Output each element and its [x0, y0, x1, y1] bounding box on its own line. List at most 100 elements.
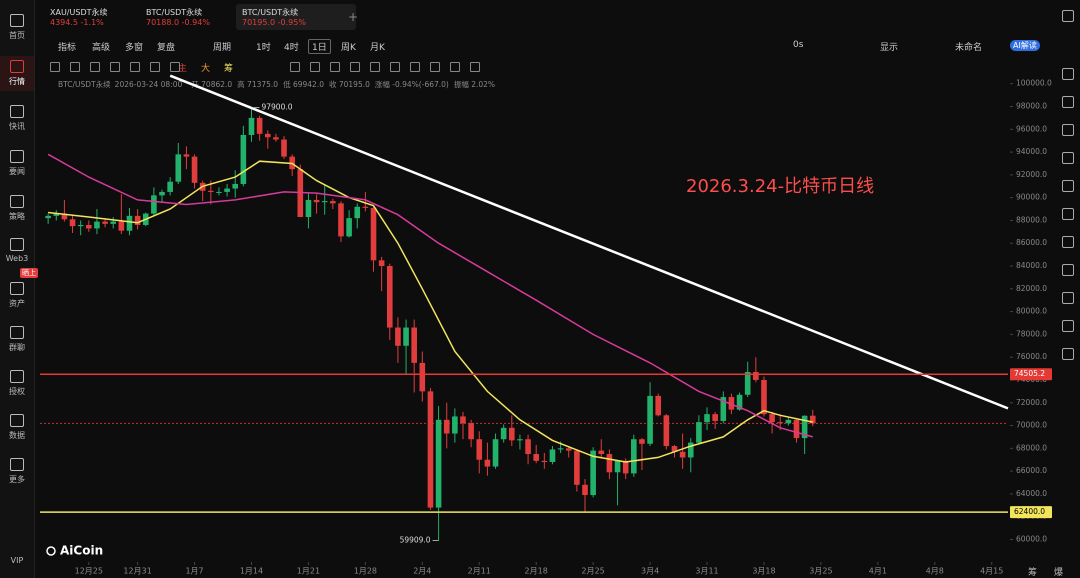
candle-body [273, 137, 279, 140]
candle-body [126, 215, 133, 231]
toolbar-right-button[interactable]: 显示 [880, 43, 899, 53]
draw-icon[interactable] [350, 62, 360, 72]
sidebar-item[interactable]: 数据 [0, 414, 34, 441]
info-line: BTC/USDT永续 2026-03-24 08:00 开 70862.0 高 713… [58, 79, 495, 90]
toolbar-button[interactable]: 复盘 [157, 43, 176, 53]
side-tool[interactable] [1062, 292, 1074, 304]
draw-icon[interactable] [150, 62, 160, 72]
side-tool[interactable] [1062, 180, 1074, 192]
sidebar-item[interactable]: 要闻 [0, 150, 34, 177]
draw-tool[interactable]: 主 [178, 64, 188, 74]
tab[interactable]: BTC/USDT永续 70188.0 -0.94% [140, 4, 232, 30]
sidebar-item[interactable]: 首页 [0, 14, 34, 41]
candle-body [517, 439, 523, 441]
draw-icon[interactable] [90, 62, 100, 72]
candle-body [687, 442, 694, 458]
side-tool[interactable] [1062, 152, 1074, 164]
draw-icon[interactable] [70, 62, 80, 72]
candle-body [622, 460, 629, 474]
corner-label: 筹 [1028, 568, 1038, 578]
candle-body [330, 201, 336, 204]
side-tool[interactable] [1062, 68, 1074, 80]
x-tick-label: 1月21 [297, 567, 320, 576]
side-tool[interactable] [1062, 10, 1074, 22]
side-tool[interactable] [1062, 96, 1074, 108]
tab-symbol: XAU/USDT永续 [50, 8, 108, 17]
sidebar-item[interactable]: 群聊 [0, 326, 34, 353]
sidebar-item[interactable]: 资产 [0, 282, 34, 309]
period-button[interactable]: 月K [370, 43, 385, 53]
sidebar-icon [10, 282, 24, 295]
side-tool[interactable] [1062, 124, 1074, 136]
candle-body [427, 391, 434, 508]
side-tool[interactable] [1062, 264, 1074, 276]
sidebar-item[interactable]: VIP [0, 556, 34, 565]
candle-body [541, 460, 548, 463]
side-tool[interactable] [1062, 320, 1074, 332]
period-button[interactable]: 1日 [308, 39, 331, 54]
draw-icon[interactable] [310, 62, 320, 72]
sidebar-item[interactable]: 快讯 [0, 105, 34, 132]
candle-body [614, 460, 621, 473]
candle-body [370, 207, 377, 261]
draw-icon[interactable] [170, 62, 180, 72]
tab[interactable]: XAU/USDT永续 4394.5 -1.1% [44, 4, 136, 30]
sidebar-item[interactable]: 行情 [0, 56, 34, 91]
toolbar-button[interactable]: 多窗 [125, 43, 144, 53]
draw-icon[interactable] [450, 62, 460, 72]
candle-body [264, 133, 271, 138]
candle-body [549, 449, 556, 463]
draw-icon[interactable] [410, 62, 420, 72]
draw-icon[interactable] [290, 62, 300, 72]
draw-icon[interactable] [130, 62, 140, 72]
x-tick-label: 2月4 [413, 567, 431, 576]
toolbar-right-button[interactable]: AI解读 [1010, 40, 1040, 51]
toolbar-button[interactable]: 周期 [213, 43, 232, 53]
sidebar-item[interactable]: 更多 [0, 458, 34, 485]
y-tick-label: 98000.0 [1016, 101, 1047, 110]
candle-body [419, 362, 426, 392]
draw-icon[interactable] [430, 62, 440, 72]
tab-quote: 70195.0 -0.95% [242, 18, 350, 27]
tab-symbol: BTC/USDT永续 [146, 8, 203, 17]
draw-tool[interactable]: 筹 [224, 64, 234, 74]
period-button[interactable]: 1时 [256, 43, 271, 53]
draw-tool[interactable]: 大 [201, 64, 211, 74]
candle-body [411, 327, 417, 363]
draw-icon[interactable] [470, 62, 480, 72]
draw-icon[interactable] [370, 62, 380, 72]
x-tick-label: 12月31 [123, 567, 151, 576]
sidebar-icon [10, 60, 24, 73]
period-button[interactable]: 周K [341, 43, 356, 53]
candle-body [386, 266, 393, 328]
candle-body [598, 450, 605, 455]
y-tick-label: 72000.0 [1016, 398, 1047, 407]
y-tick-label: 94000.0 [1016, 147, 1047, 156]
sidebar-item[interactable]: 授权 [0, 370, 34, 397]
candle-body [785, 419, 792, 424]
y-tick-label: 68000.0 [1016, 443, 1047, 452]
sidebar-icon [10, 326, 24, 339]
toolbar-right-button[interactable]: 0s [793, 40, 804, 50]
sidebar-item[interactable]: 策略 [0, 195, 34, 222]
side-tool[interactable] [1062, 208, 1074, 220]
sidebar-item[interactable]: Web3 [0, 238, 34, 263]
line-series [47, 153, 814, 438]
toolbar-button[interactable]: 高级 [92, 43, 111, 53]
toolbar-button[interactable]: 指标 [58, 43, 77, 53]
y-tick-label: 70000.0 [1016, 421, 1047, 430]
draw-icon[interactable] [50, 62, 60, 72]
draw-icon[interactable] [390, 62, 400, 72]
toolbar-right-button[interactable]: 未命名 [955, 43, 983, 53]
side-tool[interactable] [1062, 236, 1074, 248]
tab-add[interactable]: + [348, 10, 359, 24]
draw-icon[interactable] [110, 62, 120, 72]
candle-body [744, 371, 751, 395]
side-tool[interactable] [1062, 348, 1074, 360]
sidebar-label: 数据 [9, 431, 25, 440]
tab[interactable]: BTC/USDT永续 70195.0 -0.95% [236, 4, 356, 30]
candle-body [484, 459, 491, 467]
period-button[interactable]: 4时 [284, 43, 299, 53]
draw-icon[interactable] [330, 62, 340, 72]
candle-body [565, 448, 572, 451]
